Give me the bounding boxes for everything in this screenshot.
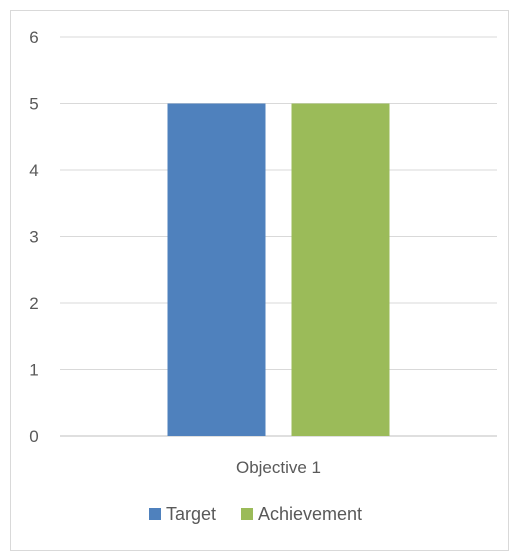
legend-label-achievement: Achievement (258, 504, 362, 524)
x-axis-categories: Objective 1 (236, 458, 321, 477)
y-tick-label: 0 (29, 427, 38, 446)
y-tick-label: 6 (29, 28, 38, 47)
legend-swatch-achievement (241, 508, 253, 520)
y-tick-label: 4 (29, 161, 38, 180)
legend-label-target: Target (166, 504, 216, 524)
y-tick-label: 1 (29, 361, 38, 380)
bars (167, 103, 390, 436)
y-axis-ticks: 0 1 2 3 4 5 6 (29, 28, 38, 446)
x-category-label: Objective 1 (236, 458, 321, 477)
legend-swatch-target (149, 508, 161, 520)
y-tick-label: 3 (29, 228, 38, 247)
y-tick-label: 5 (29, 95, 38, 114)
bar-achievement (291, 103, 390, 436)
y-tick-label: 2 (29, 294, 38, 313)
bar-target (167, 103, 266, 436)
legend: Target Achievement (149, 504, 362, 524)
gridlines (60, 36, 497, 437)
